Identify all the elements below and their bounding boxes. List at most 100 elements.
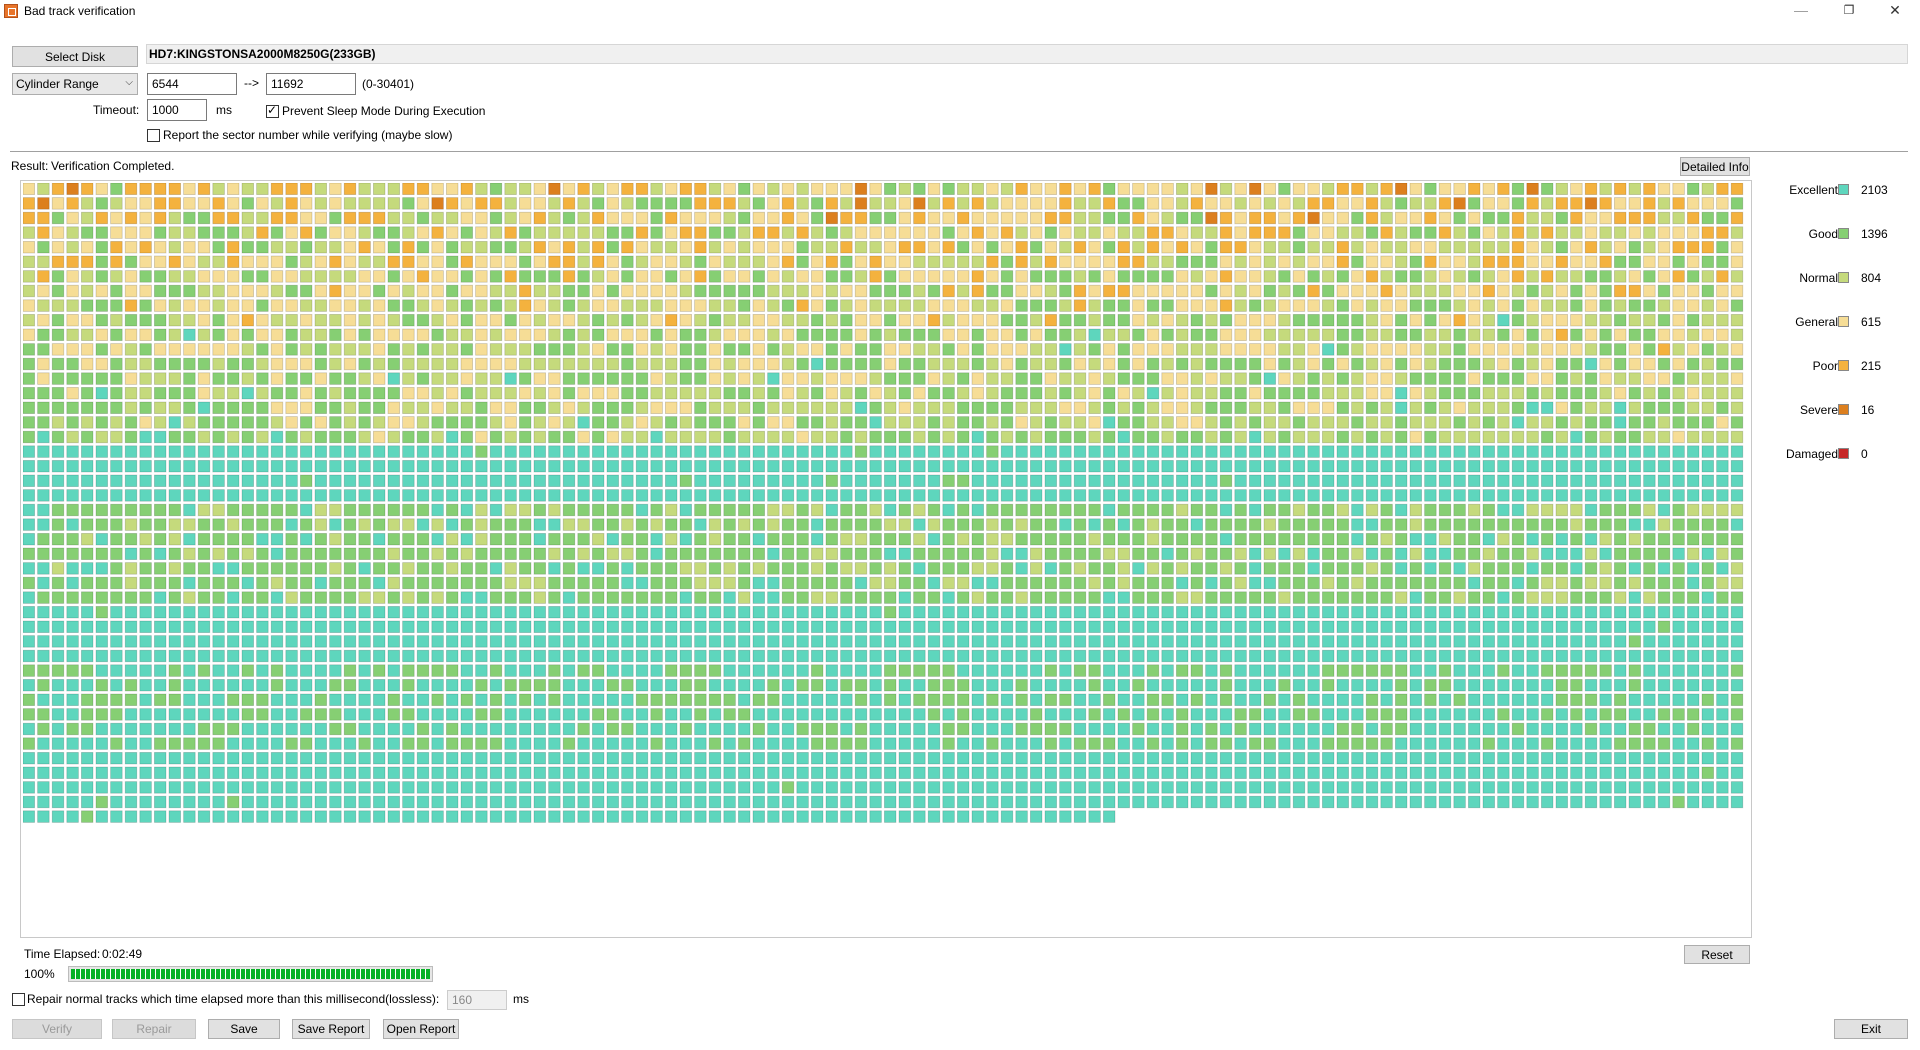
track-cell [1103,708,1116,721]
track-cell [1380,722,1393,736]
track-cell [1657,328,1671,342]
track-cell [1103,620,1116,634]
track-cell [869,445,882,458]
track-cell [1395,664,1408,677]
track-cell [1015,459,1028,473]
close-icon[interactable]: ✕ [1889,2,1901,18]
report-sector-checkbox[interactable] [147,129,160,142]
track-cell [1555,401,1569,415]
track-cell [1117,547,1131,561]
detailed-info-button[interactable]: Detailed Info [1680,157,1750,176]
track-cell [431,693,444,707]
track-cell [840,664,853,677]
track-cell [1497,664,1510,677]
track-cell [694,635,707,648]
track-cell [606,547,620,561]
track-cell [752,781,766,794]
track-cell [241,401,255,415]
track-cell [197,459,211,473]
track-cell [197,708,211,721]
track-cell [124,635,138,648]
track-cell [1059,722,1072,736]
track-cell [1263,547,1277,561]
range-end-input[interactable] [266,73,356,95]
track-cell [1044,591,1058,604]
track-cell [1365,518,1379,531]
track-cell [577,635,590,648]
track-cell [343,459,357,473]
track-cell [1555,781,1569,794]
track-cell [898,459,912,473]
track-cell [1468,678,1481,692]
track-cell [1541,183,1554,196]
track-cell [1292,183,1306,196]
timeout-input[interactable] [147,99,207,121]
range-start-input[interactable] [147,73,237,95]
track-cell [1015,693,1028,707]
track-cell [416,474,430,488]
report-sector-label: Report the sector number while verifying… [163,128,453,142]
track-cell [884,328,897,342]
track-cell [1453,430,1466,444]
track-cell [475,678,488,692]
track-cell [1555,372,1569,385]
track-cell [183,576,196,590]
track-cell [971,343,985,356]
track-cell [1672,752,1685,765]
track-cell [66,328,79,342]
track-cell [1380,386,1393,400]
track-cell [957,605,970,619]
track-cell [66,226,79,239]
track-cell [518,372,532,385]
track-cell [1351,591,1364,604]
track-cell [621,503,634,517]
track-cell [1307,678,1320,692]
track-cell [971,752,985,765]
track-cell [1365,183,1379,196]
track-cell [1336,664,1350,677]
track-cell [825,518,839,531]
minimize-icon[interactable]: — [1794,2,1808,18]
track-cell [752,284,766,298]
track-cell [285,649,298,663]
track-cell [402,591,415,604]
track-cell [504,649,517,663]
track-cell [475,532,488,546]
track-cell [372,270,386,283]
track-cell [811,386,824,400]
track-cell [854,226,868,239]
track-cell [971,197,985,210]
track-cell [635,752,649,765]
track-cell [153,605,167,619]
track-cell [1146,299,1160,312]
range-mode-select[interactable]: Cylinder Range ⌵ [12,73,138,95]
track-cell [1468,183,1481,196]
select-disk-button[interactable]: Select Disk [12,46,138,67]
track-cell [1030,401,1043,415]
track-cell [1584,547,1598,561]
track-cell [1614,401,1627,415]
track-cell [1555,386,1569,400]
track-cell [665,766,678,780]
track-cell [1614,241,1627,254]
track-cell [402,226,415,239]
track-cell [1438,693,1452,707]
track-cell [1117,532,1131,546]
track-cell [23,299,36,312]
track-cell [1088,766,1101,780]
track-cell [1555,620,1569,634]
track-cell [1292,737,1306,750]
track-cell [1030,503,1043,517]
track-cell [1307,241,1320,254]
track-cell [168,328,182,342]
track-cell [1599,693,1612,707]
track-cell [1730,241,1744,254]
restore-icon[interactable]: ❐ [1843,3,1855,17]
track-cell [37,649,50,663]
track-cell [723,678,736,692]
track-cell [533,445,547,458]
track-cell [971,430,985,444]
prevent-sleep-checkbox[interactable] [266,103,279,118]
track-cell [445,328,459,342]
track-cell [1132,474,1145,488]
